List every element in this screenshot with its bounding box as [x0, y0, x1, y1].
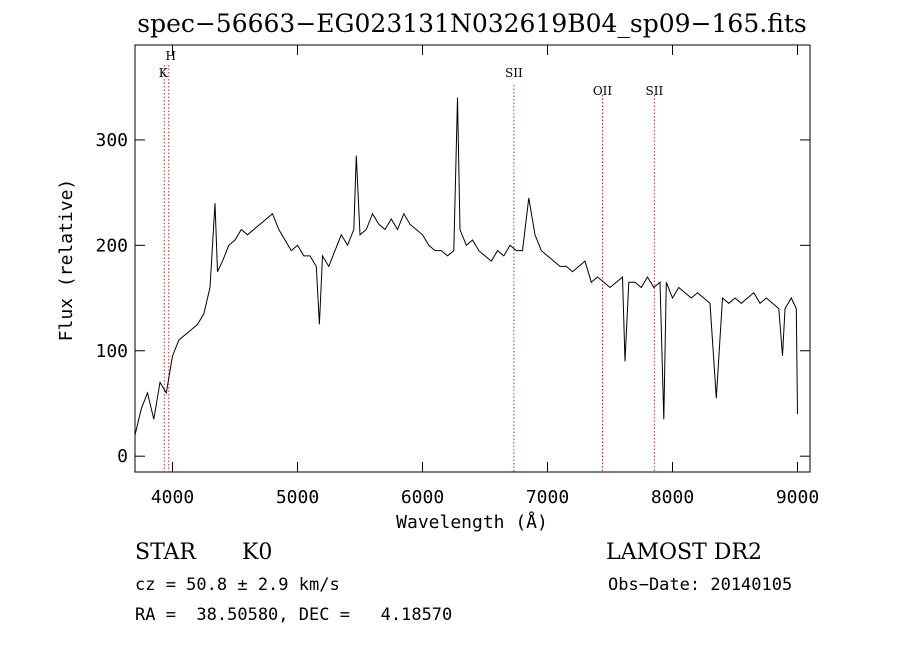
y-tick-label: 300 [95, 130, 128, 151]
plot-frame [134, 44, 811, 473]
line-marker-label: SII [646, 84, 664, 98]
x-tick-label: 6000 [401, 487, 444, 508]
survey-name: LAMOST DR2 [606, 540, 762, 565]
chart-title: spec−56663−EG023131N032619B04_sp09−165.f… [137, 9, 807, 38]
object-class: STAR [135, 540, 196, 565]
line-marker-label: K [159, 66, 169, 80]
x-tick-label: 7000 [526, 487, 569, 508]
x-tick-label: 8000 [651, 487, 694, 508]
line-marker-label: H [166, 49, 176, 63]
plot-area: HK SII OII SII 4000 5000 6000 7000 8000 9000 0 10… [95, 44, 819, 508]
y-tick-label: 0 [117, 446, 128, 467]
x-axis-ticks: 4000 5000 6000 7000 8000 9000 [151, 45, 819, 508]
y-tick-label: 200 [95, 235, 128, 256]
x-tick-label: 5000 [276, 487, 319, 508]
spectrum-line [134, 97, 798, 436]
x-tick-label: 4000 [151, 487, 194, 508]
y-axis-label: Flux (relative) [56, 179, 77, 342]
line-marker-label: OII [593, 84, 613, 98]
object-subclass: K0 [242, 540, 273, 565]
line-marker-label: SII [505, 66, 523, 80]
observation-date: Obs−Date: 20140105 [608, 575, 793, 595]
x-axis-label: Wavelength (Å) [396, 511, 548, 533]
redshift-cz: cz = 50.8 ± 2.9 km/s [135, 575, 340, 595]
ra-dec: RA = 38.50580, DEC = 4.18570 [135, 605, 453, 625]
line-markers: HK SII OII SII [159, 49, 664, 472]
y-axis-ticks: 0 100 200 300 [95, 130, 810, 467]
y-tick-label: 100 [95, 341, 128, 362]
x-tick-label: 9000 [776, 487, 819, 508]
